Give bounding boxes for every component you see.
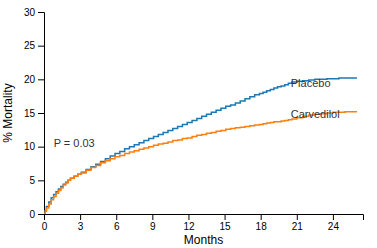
lines	[44, 78, 357, 214]
y-tick-label: 15	[24, 108, 36, 119]
y-tick-label: 25	[24, 40, 36, 51]
x-axis-title: Months	[184, 233, 223, 247]
x-tick-label: 9	[150, 221, 156, 232]
x-tick-mark	[188, 214, 189, 220]
y-tick-label: 20	[24, 74, 36, 85]
x-tick: 9	[150, 214, 156, 232]
y-tick-mark	[38, 46, 44, 47]
y-tick-label: 10	[24, 141, 36, 152]
x-tick: 15	[220, 214, 232, 232]
y-tick: 0	[29, 209, 44, 220]
annotation: P = 0.03	[54, 137, 95, 149]
x-tick: 18	[256, 214, 268, 232]
y-tick: 5	[29, 175, 44, 186]
y-tick-label: 5	[29, 175, 35, 186]
y-tick-mark	[38, 180, 44, 181]
y-tick-mark	[38, 147, 44, 148]
y-axis-line	[38, 13, 45, 215]
y-tick-label: 0	[29, 209, 35, 220]
x-tick: 3	[78, 214, 84, 232]
x-tick-mark	[261, 214, 262, 220]
x-tick: 0	[42, 214, 48, 232]
y-tick: 10	[24, 141, 44, 152]
x-tick-label: 24	[328, 221, 340, 232]
x-tick-mark	[80, 214, 81, 220]
annotation: Placebo	[291, 77, 331, 89]
y-tick: 30	[24, 7, 44, 18]
x-axis: 0 3 6 9 12 15 18 21 24	[42, 214, 364, 232]
x-tick-label: 0	[42, 221, 48, 232]
x-tick-mark	[116, 214, 117, 220]
x-tick: 24	[328, 214, 340, 232]
x-axis-line	[45, 215, 364, 221]
x-tick-mark	[225, 214, 226, 220]
y-tick: 15	[24, 108, 44, 119]
plot: 0 3 6 9 12 15 18 21 24 0 5 10 15 20 25 30 P = 0.03 Placeb…	[24, 7, 364, 232]
series-line	[44, 112, 357, 214]
x-tick: 12	[183, 214, 195, 232]
chart: 0 3 6 9 12 15 18 21 24 0 5 10 15 20 25 30 P = 0.03 Placeb…	[0, 0, 377, 248]
series-line	[44, 78, 357, 214]
x-tick-label: 6	[114, 221, 120, 232]
annotation: Carvedilol	[291, 108, 340, 120]
x-tick-mark	[297, 214, 298, 220]
y-axis: 0 5 10 15 20 25 30	[24, 7, 45, 220]
x-tick-label: 21	[292, 221, 304, 232]
x-tick-mark	[333, 214, 334, 220]
x-tick-label: 18	[256, 221, 268, 232]
y-tick-mark	[38, 79, 44, 80]
annotations: P = 0.03 Placebo Carvedilol	[54, 77, 340, 148]
y-tick-mark	[38, 113, 44, 114]
x-tick-label: 3	[78, 221, 84, 232]
x-tick-mark	[152, 214, 153, 220]
y-tick-mark	[38, 214, 44, 215]
x-tick-label: 12	[183, 221, 195, 232]
x-tick-label: 15	[220, 221, 232, 232]
y-tick-mark	[38, 12, 44, 13]
y-tick: 25	[24, 40, 44, 51]
x-tick: 6	[114, 214, 120, 232]
y-tick-label: 30	[24, 7, 36, 18]
y-tick: 20	[24, 74, 44, 85]
y-axis-title: % Mortality	[1, 83, 15, 142]
x-tick: 21	[292, 214, 304, 232]
